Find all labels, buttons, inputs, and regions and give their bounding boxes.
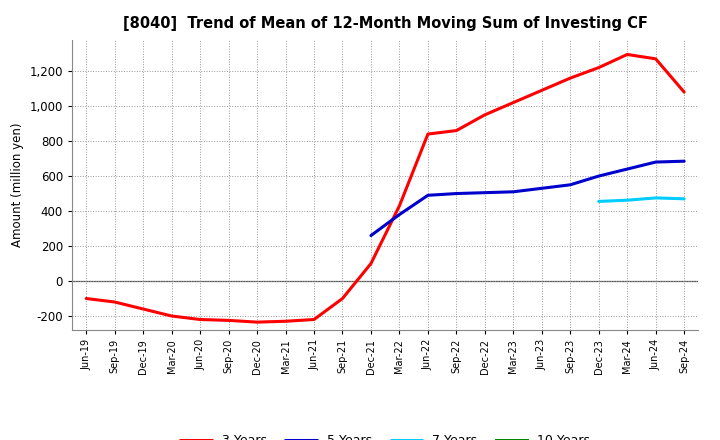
Line: 5 Years: 5 Years <box>371 161 684 235</box>
Y-axis label: Amount (million yen): Amount (million yen) <box>11 123 24 247</box>
3 Years <box>509 100 518 105</box>
3 Years <box>253 319 261 325</box>
3 Years <box>623 52 631 57</box>
Line: 3 Years: 3 Years <box>86 55 684 322</box>
3 Years <box>167 313 176 319</box>
5 Years <box>480 190 489 195</box>
5 Years <box>652 159 660 165</box>
3 Years <box>110 299 119 304</box>
3 Years <box>366 261 375 266</box>
5 Years <box>395 212 404 217</box>
3 Years <box>480 112 489 117</box>
3 Years <box>225 318 233 323</box>
Title: [8040]  Trend of Mean of 12-Month Moving Sum of Investing CF: [8040] Trend of Mean of 12-Month Moving … <box>123 16 647 32</box>
5 Years <box>452 191 461 196</box>
Line: 7 Years: 7 Years <box>599 198 684 202</box>
7 Years <box>595 199 603 204</box>
3 Years <box>282 319 290 324</box>
3 Years <box>566 75 575 81</box>
7 Years <box>680 196 688 202</box>
Legend: 3 Years, 5 Years, 7 Years, 10 Years: 3 Years, 5 Years, 7 Years, 10 Years <box>176 429 595 440</box>
5 Years <box>595 173 603 179</box>
5 Years <box>623 166 631 172</box>
5 Years <box>509 189 518 194</box>
7 Years <box>623 198 631 203</box>
7 Years <box>652 195 660 201</box>
3 Years <box>338 296 347 301</box>
3 Years <box>423 132 432 137</box>
3 Years <box>139 306 148 312</box>
3 Years <box>680 89 688 95</box>
5 Years <box>566 182 575 187</box>
5 Years <box>423 193 432 198</box>
5 Years <box>366 233 375 238</box>
5 Years <box>680 158 688 164</box>
3 Years <box>595 65 603 70</box>
3 Years <box>452 128 461 133</box>
3 Years <box>310 317 318 322</box>
3 Years <box>82 296 91 301</box>
3 Years <box>196 317 204 322</box>
5 Years <box>537 186 546 191</box>
3 Years <box>537 88 546 93</box>
3 Years <box>652 56 660 62</box>
3 Years <box>395 203 404 209</box>
